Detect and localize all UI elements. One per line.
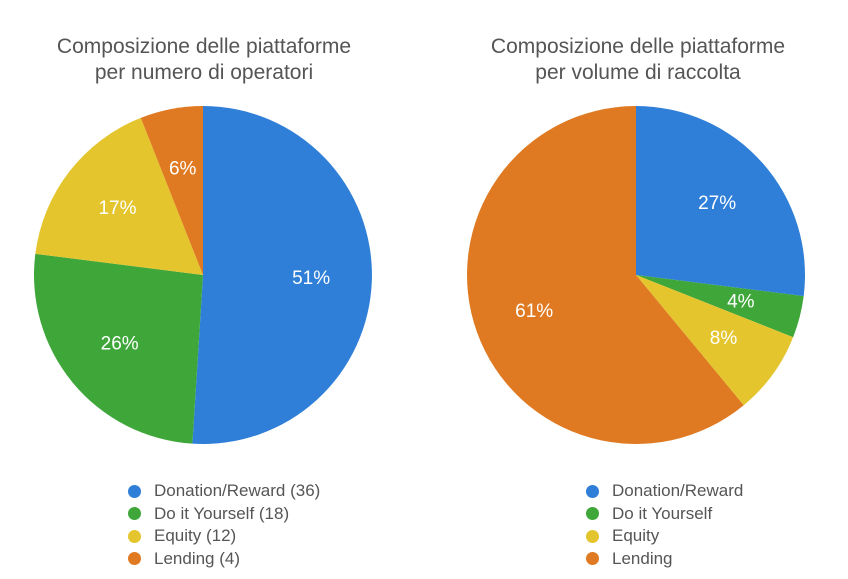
legend-label: Equity (12) [154,526,237,546]
legend-volume: Donation/Reward Do it Yourself Equity Lendi… [586,480,743,570]
data-label-equity: 17% [98,198,136,219]
legend-label: Donation/Reward [612,481,744,501]
chart-volume: Composizione delle piattaforme per volum… [428,0,848,579]
data-label-do-it-yourself: 4% [727,291,755,312]
legend-item-equity: Equity (12) [128,525,320,548]
chart-operators: Composizione delle piattaforme per numer… [0,0,410,579]
legend-swatch [128,507,141,521]
legend-swatch [586,552,599,566]
data-label-donation-reward: 51% [292,268,330,289]
legend-label: Donation/Reward (36) [154,481,321,501]
pie-slice-lending [466,106,744,444]
pie-chart-operators: 51% 26% 17% 6% [33,106,372,445]
legend-item-donation-reward: Donation/Reward [586,480,743,503]
data-label-lending: 61% [515,301,553,322]
data-label-equity: 8% [710,328,738,349]
legend-label: Do it Yourself (18) [154,503,290,523]
chart-title: Composizione delle piattaforme per numer… [56,35,352,84]
legend-item-equity: Equity [586,525,743,548]
legend-item-lending: Lending [586,548,743,571]
pie-slice-do-it-yourself [636,275,804,338]
legend-item-donation-reward: Donation/Reward (36) [128,480,320,503]
legend-swatch [128,529,141,543]
legend-swatch [586,484,599,498]
legend-item-do-it-yourself: Do it Yourself [586,503,743,526]
legend-swatch [586,529,599,543]
chart-title: Composizione delle piattaforme per volum… [490,35,786,84]
legend-label: Do it Yourself [612,503,713,523]
legend-swatch [128,484,141,498]
legend-operators: Donation/Reward (36) Do it Yourself (18) E… [128,480,320,570]
pie-slice-lending [140,106,203,275]
legend-item-do-it-yourself: Do it Yourself (18) [128,503,320,526]
pie-chart-volume: 27% 4% 8% 61% [466,106,806,444]
data-label-do-it-yourself: 26% [101,333,139,354]
legend-swatch [586,507,599,521]
legend-label: Lending (4) [154,548,241,568]
pie-slice-equity [636,275,794,406]
pie-slice-equity [35,117,203,276]
pie-slice-donation-reward [636,106,806,297]
pie-slice-donation-reward [192,106,372,445]
pie-slice-do-it-yourself [33,253,203,444]
legend-label: Lending [612,548,673,568]
data-label-donation-reward: 27% [698,193,736,214]
legend-item-lending: Lending (4) [128,548,320,571]
legend-label: Equity [612,526,660,546]
data-label-lending: 6% [169,158,197,179]
legend-swatch [128,552,141,566]
